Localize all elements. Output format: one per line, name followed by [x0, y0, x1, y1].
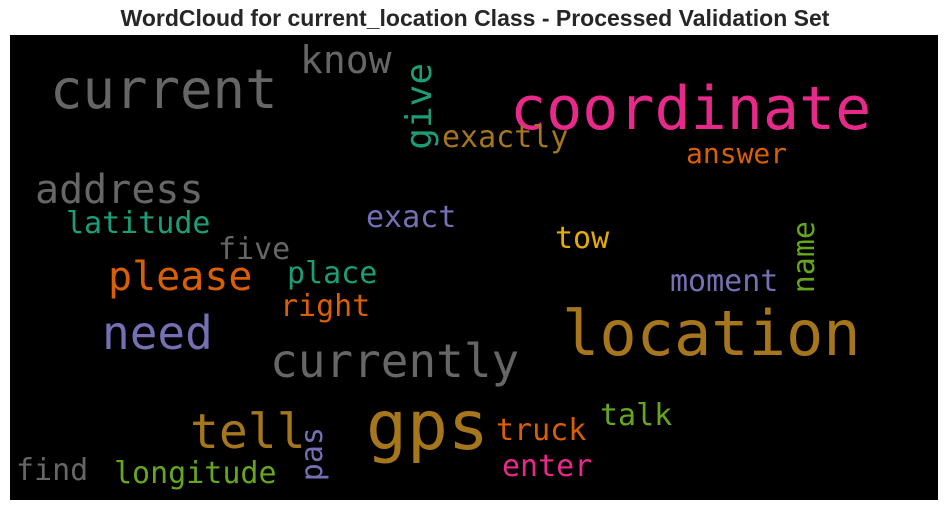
- word-know: know: [300, 38, 392, 82]
- word-moment: moment: [670, 264, 779, 299]
- word-address: address: [35, 167, 204, 213]
- word-answer: answer: [686, 137, 788, 170]
- word-tell: tell: [190, 404, 306, 460]
- word-talk: talk: [600, 398, 673, 433]
- word-name: name: [787, 221, 822, 294]
- word-pas: pas: [295, 427, 330, 482]
- word-five: five: [218, 232, 291, 267]
- word-currently: currently: [270, 334, 520, 388]
- word-give: give: [399, 63, 440, 150]
- word-cloud: coordinate current know give exactly ans…: [10, 35, 938, 500]
- word-truck: truck: [496, 413, 587, 448]
- word-tow: tow: [555, 221, 610, 256]
- word-exact: exact: [366, 200, 457, 235]
- word-gps: gps: [366, 387, 489, 466]
- word-coordinate: coordinate: [510, 74, 872, 144]
- word-location: location: [562, 297, 861, 370]
- word-current: current: [50, 58, 278, 121]
- chart-title: WordCloud for current_location Class - P…: [120, 5, 830, 31]
- word-please: please: [108, 254, 253, 300]
- word-latitude: latitude: [66, 206, 211, 241]
- word-place: place: [287, 256, 378, 291]
- word-need: need: [102, 306, 213, 360]
- word-exactly: exactly: [442, 120, 569, 155]
- word-find: find: [16, 453, 89, 488]
- word-enter: enter: [502, 449, 593, 484]
- word-right: right: [280, 289, 371, 324]
- word-longitude: longitude: [114, 456, 277, 491]
